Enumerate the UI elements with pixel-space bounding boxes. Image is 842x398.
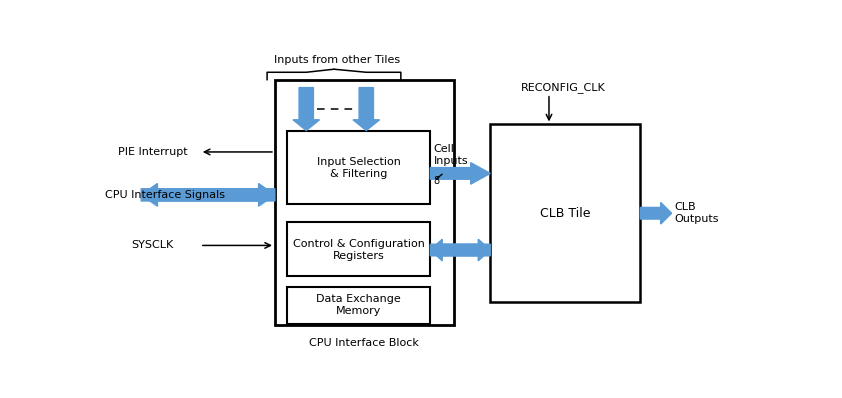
Text: Control & Configuration
Registers: Control & Configuration Registers xyxy=(292,239,424,261)
Text: 8: 8 xyxy=(434,176,440,186)
Bar xyxy=(490,124,641,302)
FancyArrow shape xyxy=(141,183,274,206)
Text: Input Selection
& Filtering: Input Selection & Filtering xyxy=(317,157,401,179)
FancyArrow shape xyxy=(353,88,380,131)
Text: SYSCLK: SYSCLK xyxy=(131,240,173,250)
Text: RECONFIG_CLK: RECONFIG_CLK xyxy=(521,82,605,93)
Text: CPU Interface Signals: CPU Interface Signals xyxy=(105,190,226,200)
Text: Data Exchange
Memory: Data Exchange Memory xyxy=(316,295,401,316)
FancyArrow shape xyxy=(430,163,490,184)
Text: PIE Interrupt: PIE Interrupt xyxy=(118,147,188,157)
FancyArrow shape xyxy=(641,203,672,224)
Bar xyxy=(286,222,430,276)
Bar xyxy=(286,131,430,204)
Text: Inputs from other Tiles: Inputs from other Tiles xyxy=(274,55,400,65)
FancyArrow shape xyxy=(430,239,490,261)
Text: Cell
Inputs: Cell Inputs xyxy=(434,144,468,166)
Text: CLB
Outputs: CLB Outputs xyxy=(674,203,719,224)
FancyArrow shape xyxy=(430,239,490,261)
FancyArrow shape xyxy=(293,88,319,131)
Bar xyxy=(274,80,455,325)
Bar xyxy=(286,287,430,324)
Text: CPU Interface Block: CPU Interface Block xyxy=(309,338,419,347)
FancyArrow shape xyxy=(141,183,274,206)
Text: CLB Tile: CLB Tile xyxy=(540,207,590,220)
